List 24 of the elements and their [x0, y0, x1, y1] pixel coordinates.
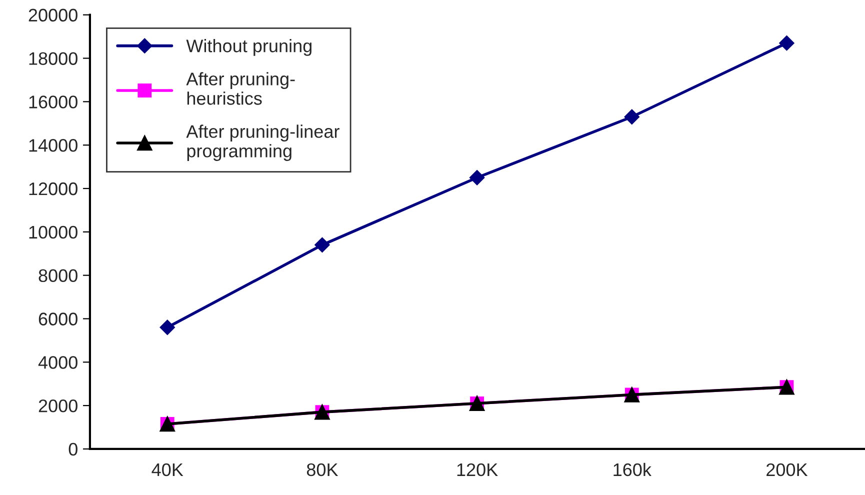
x-tick-label: 120K — [457, 463, 498, 476]
x-tick-label: 200K — [766, 463, 808, 476]
point — [624, 109, 640, 124]
y-tick-label: 6000 — [38, 312, 78, 326]
legend-label: Without pruning — [186, 39, 312, 56]
y-tick-label: 18000 — [29, 52, 78, 65]
y-tick-label: 2000 — [38, 399, 78, 412]
x-tick-label: 80K — [306, 463, 338, 476]
y-tick-label: 8000 — [38, 269, 78, 282]
x-tick-label: 160k — [614, 462, 652, 476]
y-tick-label: 14000 — [29, 139, 78, 152]
y-tick-label: 16000 — [29, 96, 78, 108]
y-tick-label: 0 — [68, 442, 78, 456]
legend-label: After pruning- heuristics — [186, 72, 295, 105]
point — [779, 36, 794, 51]
y-tick-label: 20000 — [28, 8, 78, 22]
y-tick-label: 4000 — [38, 356, 78, 369]
point — [469, 170, 485, 186]
point — [160, 320, 175, 335]
y-tick-label: 12000 — [29, 182, 78, 196]
legend-label: After pruning-linear programming — [186, 124, 340, 161]
x-tick-label: 40K — [152, 463, 184, 476]
y-tick-label: 10000 — [29, 226, 78, 239]
point — [314, 237, 330, 252]
